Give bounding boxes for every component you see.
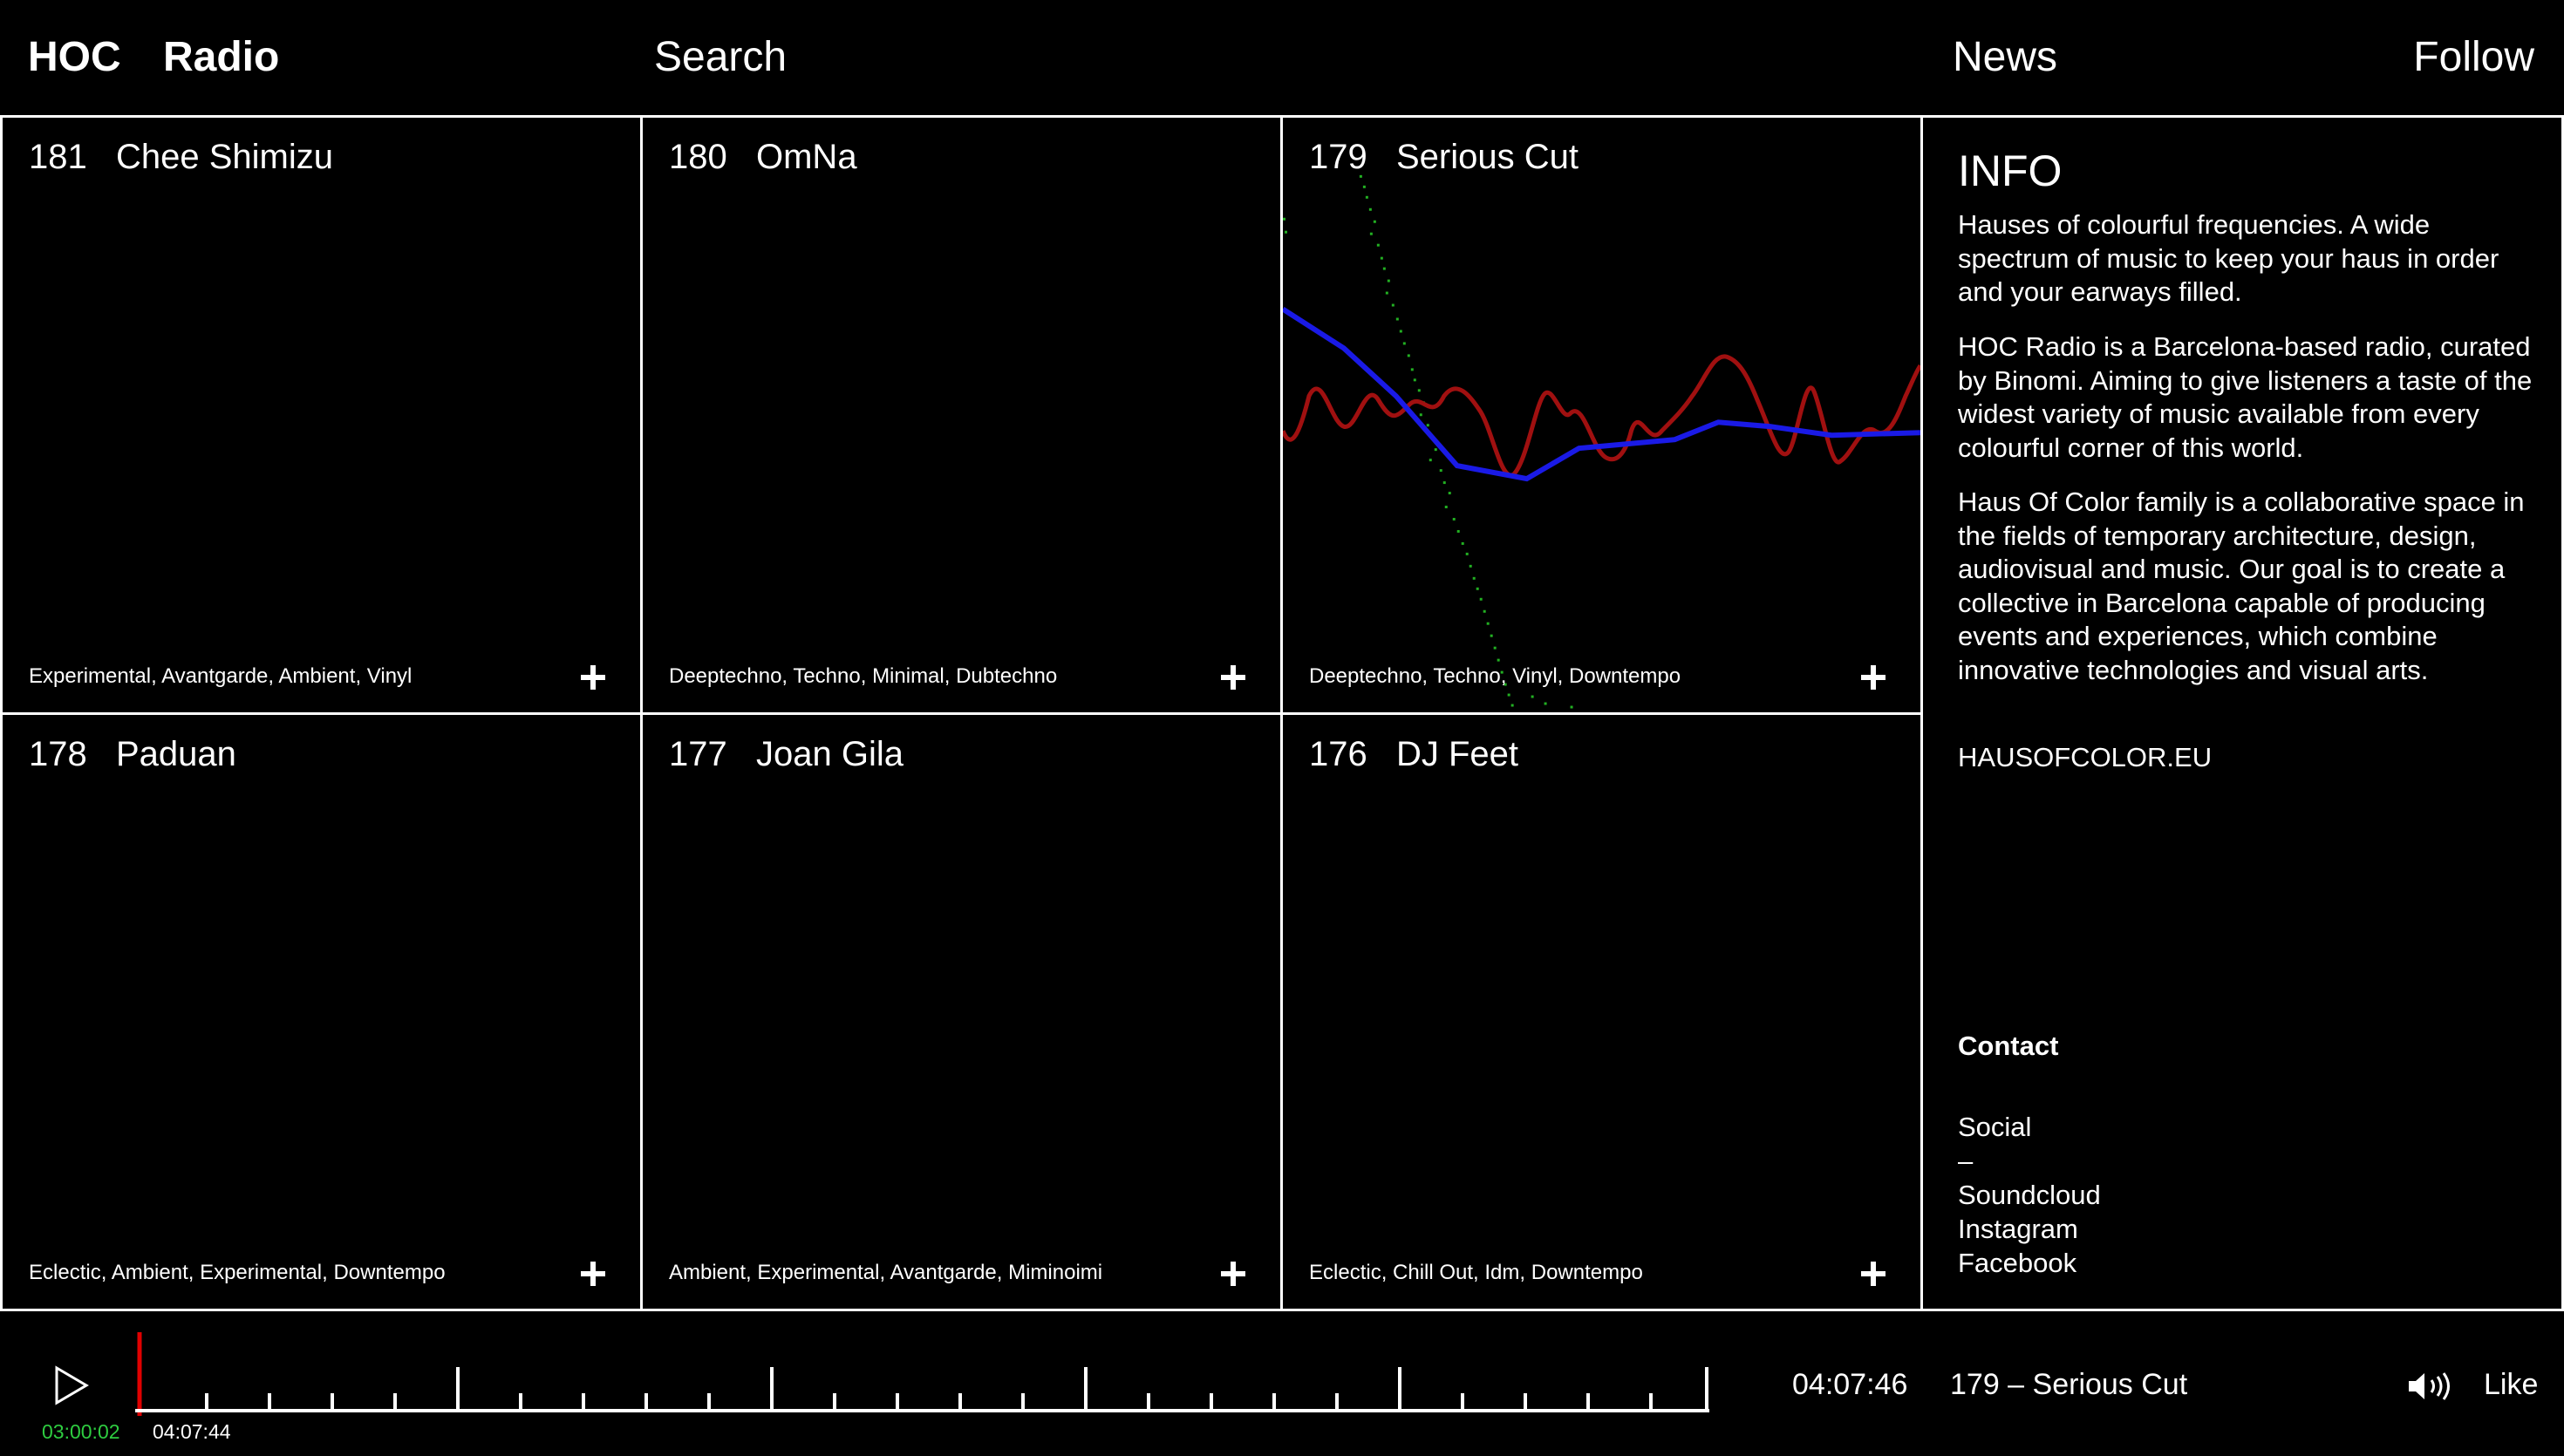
- plus-icon[interactable]: [1859, 663, 1887, 691]
- plus-icon[interactable]: [1219, 1260, 1247, 1288]
- like-button[interactable]: Like: [2484, 1368, 2539, 1401]
- episode-tags: Eclectic, Ambient, Experimental, Downtem…: [29, 1261, 446, 1284]
- info-heading: INFO: [1958, 146, 2063, 195]
- episode-number: 181: [29, 138, 87, 176]
- facebook-link[interactable]: Facebook: [1958, 1248, 2077, 1278]
- plus-icon[interactable]: [1219, 663, 1247, 691]
- waveform-ticks: [205, 1367, 1708, 1411]
- track-duration: 04:07:44: [153, 1420, 231, 1443]
- episode-tags: Deeptechno, Techno, Minimal, Dubtechno: [669, 663, 1058, 688]
- nav-follow[interactable]: Follow: [2413, 34, 2534, 80]
- elapsed-time: 03:00:02: [42, 1420, 120, 1443]
- soundcloud-link[interactable]: Soundcloud: [1958, 1180, 2101, 1210]
- social-links: Social – Soundcloud Instagram Facebook: [1958, 1110, 2101, 1280]
- episode-title[interactable]: Chee Shimizu: [116, 138, 334, 176]
- nav-news[interactable]: News: [1953, 34, 2058, 80]
- episode-title[interactable]: OmNa: [756, 138, 857, 176]
- instagram-link[interactable]: Instagram: [1958, 1214, 2078, 1244]
- site-logo[interactable]: HOC: [28, 34, 121, 80]
- social-label: Social: [1958, 1112, 2032, 1142]
- episode-title[interactable]: DJ Feet: [1396, 734, 1519, 773]
- episode-card[interactable]: 177 Joan Gila Ambient, Experimental, Ava…: [643, 714, 1283, 1311]
- episode-tags: Eclectic, Chill Out, Idm, Downtempo: [1309, 1261, 1643, 1284]
- social-divider: –: [1958, 1146, 1974, 1176]
- volume-icon[interactable]: [2407, 1369, 2454, 1404]
- episode-card[interactable]: 176 DJ Feet Eclectic, Chill Out, Idm, Do…: [1283, 714, 1923, 1311]
- episode-number: 176: [1309, 734, 1367, 773]
- now-playing-title[interactable]: 179 – Serious Cut: [1950, 1368, 2188, 1401]
- plus-icon[interactable]: [1859, 1260, 1887, 1288]
- episode-grid: 181 Chee Shimizu Experimental, Avantgard…: [0, 115, 1923, 1311]
- episode-tags: Ambient, Experimental, Avantgarde, Mimin…: [669, 1261, 1103, 1284]
- audio-visualizer: [1283, 174, 1920, 709]
- play-icon[interactable]: [54, 1365, 89, 1405]
- info-paragraph: Hauses of colourful frequencies. A wide …: [1958, 209, 2499, 307]
- episode-card-active[interactable]: 179 Serious Cut Deeptechno, Techno, Viny…: [1283, 118, 1923, 715]
- episode-tags: Deeptechno, Techno, Vinyl, Downtempo: [1309, 663, 1681, 688]
- visualizer-particles: [1283, 174, 1573, 709]
- episode-title[interactable]: Joan Gila: [756, 734, 904, 773]
- episode-card[interactable]: 178 Paduan Eclectic, Ambient, Experiment…: [3, 714, 643, 1311]
- plus-icon[interactable]: [579, 663, 607, 691]
- episode-number: 177: [669, 734, 727, 773]
- nav-search[interactable]: Search: [654, 34, 788, 80]
- website-link[interactable]: HAUSOFCOLOR.EU: [1958, 742, 2213, 772]
- episode-number: 180: [669, 138, 727, 176]
- episode-tags: Experimental, Avantgarde, Ambient, Vinyl: [29, 663, 413, 688]
- episode-card[interactable]: 181 Chee Shimizu Experimental, Avantgard…: [3, 118, 643, 715]
- playback-waveform[interactable]: [135, 1330, 1709, 1418]
- total-time: 04:07:46: [1792, 1368, 1908, 1401]
- info-paragraph: Haus Of Color family is a collaborative …: [1958, 486, 2525, 685]
- episode-title[interactable]: Paduan: [116, 734, 236, 773]
- audio-player: 03:00:02 04:07:44 04:07:46 179 – Serious…: [0, 1311, 2564, 1456]
- episode-title[interactable]: Serious Cut: [1396, 138, 1579, 176]
- episode-number: 178: [29, 734, 87, 773]
- episode-number: 179: [1309, 138, 1367, 176]
- info-paragraph: HOC Radio is a Barcelona-based radio, cu…: [1958, 331, 2533, 463]
- visualizer-blue-line: [1283, 306, 1920, 482]
- contact-heading: Contact: [1958, 1031, 2059, 1061]
- info-panel: INFO Hauses of colourful frequencies. A …: [1923, 115, 2564, 1311]
- plus-icon[interactable]: [579, 1260, 607, 1288]
- nav-radio[interactable]: Radio: [163, 34, 280, 80]
- episode-card[interactable]: 180 OmNa Deeptechno, Techno, Minimal, Du…: [643, 118, 1283, 715]
- site-header: HOC Radio Search News Follow: [0, 0, 2564, 115]
- visualizer-red-wave: [1283, 354, 1920, 478]
